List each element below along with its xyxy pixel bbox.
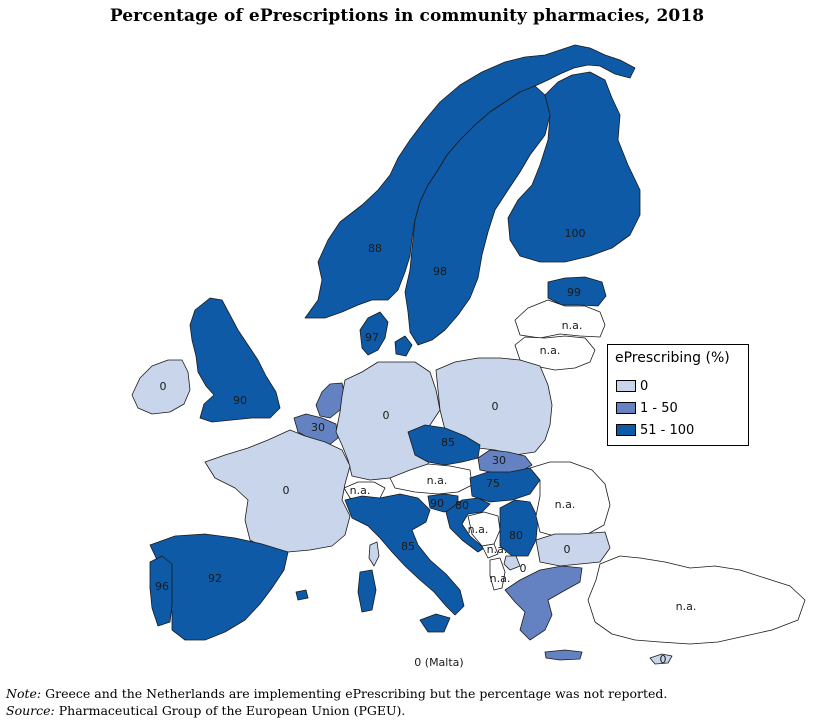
label-portugal: 96 [155, 580, 169, 593]
region-denmark [359, 311, 389, 356]
legend-swatch-zero [616, 380, 636, 392]
legend-label-low: 1 - 50 [640, 400, 678, 416]
note-text: Greece and the Netherlands are implement… [45, 686, 668, 701]
label-germany: 0 [383, 409, 390, 422]
label-cyprus: 0 [660, 653, 667, 666]
legend-item-low: 1 - 50 [616, 400, 678, 416]
label-kosovo: 0 [520, 562, 527, 575]
label-slovakia: 30 [492, 454, 506, 467]
chart-title: Percentage of ePrescriptions in communit… [109, 6, 705, 26]
note-label: Note: [6, 686, 42, 701]
note-line: Note: Greece and the Netherlands are impl… [6, 685, 667, 702]
region-kosovo [503, 555, 521, 571]
region-finland [507, 71, 641, 263]
legend-title: ePrescribing (%) [615, 350, 730, 366]
label-denmark: 97 [365, 331, 379, 344]
region-uk [189, 297, 281, 423]
label-bosnia: n.a. [468, 523, 489, 536]
label-switzerland: n.a. [350, 484, 371, 497]
label-montenegro: n.a. [487, 543, 508, 556]
region-crete [544, 649, 583, 661]
region-italy [344, 493, 465, 616]
region-norway [304, 44, 636, 319]
region-turkey [587, 555, 806, 645]
source-text: Pharmaceutical Group of the European Uni… [58, 703, 406, 718]
label-austria: n.a. [427, 474, 448, 487]
label-italy: 85 [401, 540, 415, 553]
label-estonia: 99 [567, 286, 581, 299]
label-sweden: 98 [433, 265, 447, 278]
label-malta: 0 (Malta) [414, 656, 463, 669]
region-romania [529, 461, 611, 539]
legend-item-high: 51 - 100 [616, 422, 694, 438]
legend-swatch-low [616, 402, 636, 414]
footnotes: Note: Greece and the Netherlands are impl… [6, 685, 667, 719]
source-line: Source: Pharmaceutical Group of the Europ… [6, 702, 667, 719]
region-albania [489, 557, 506, 591]
label-albania: n.a. [490, 572, 511, 585]
legend-item-zero: 0 [616, 378, 648, 394]
region-sweden [404, 85, 551, 346]
legend-label-zero: 0 [640, 378, 649, 394]
label-spain: 92 [208, 572, 222, 585]
label-ireland: 0 [160, 380, 167, 393]
label-belgium: 30 [311, 421, 325, 434]
map-legend: ePrescribing (%) 0 1 - 50 51 - 100 [607, 344, 749, 446]
label-turkey: n.a. [676, 600, 697, 613]
label-romania: n.a. [555, 498, 576, 511]
label-serbia: 80 [509, 529, 523, 542]
label-croatia: 80 [455, 499, 469, 512]
region-corsica [368, 541, 380, 567]
region-montenegro [481, 543, 499, 559]
label-norway: 88 [368, 242, 382, 255]
region-croatia [445, 497, 491, 553]
legend-swatch-high [616, 424, 636, 436]
label-latvia: n.a. [562, 319, 583, 332]
label-france: 0 [283, 484, 290, 497]
region-greece [504, 565, 583, 641]
legend-label-high: 51 - 100 [640, 422, 695, 438]
label-hungary: 75 [486, 477, 500, 490]
region-serbia [499, 499, 539, 557]
region-balearics [295, 589, 309, 601]
region-slovakia [477, 449, 533, 475]
label-uk: 90 [233, 394, 247, 407]
region-hungary [469, 467, 541, 503]
region-cyprus [649, 653, 673, 665]
europe-map: 100 98 88 99 n.a. n.a. 97 0 90 30 0 0 85… [131, 44, 806, 669]
label-lithuania: n.a. [540, 344, 561, 357]
region-portugal [149, 555, 173, 627]
label-poland: 0 [492, 400, 499, 413]
label-czechia: 85 [441, 436, 455, 449]
source-label: Source: [6, 703, 55, 718]
region-france [204, 429, 351, 553]
region-ireland [131, 359, 191, 415]
label-bulgaria: 0 [564, 543, 571, 556]
region-bosnia [467, 511, 501, 547]
label-slovenia: 90 [430, 497, 444, 510]
region-sicily [419, 613, 451, 633]
region-denmark-islands [394, 335, 413, 357]
region-sardinia [357, 569, 377, 613]
region-bulgaria [535, 531, 611, 567]
region-estonia [547, 276, 607, 307]
label-finland: 100 [565, 227, 586, 240]
